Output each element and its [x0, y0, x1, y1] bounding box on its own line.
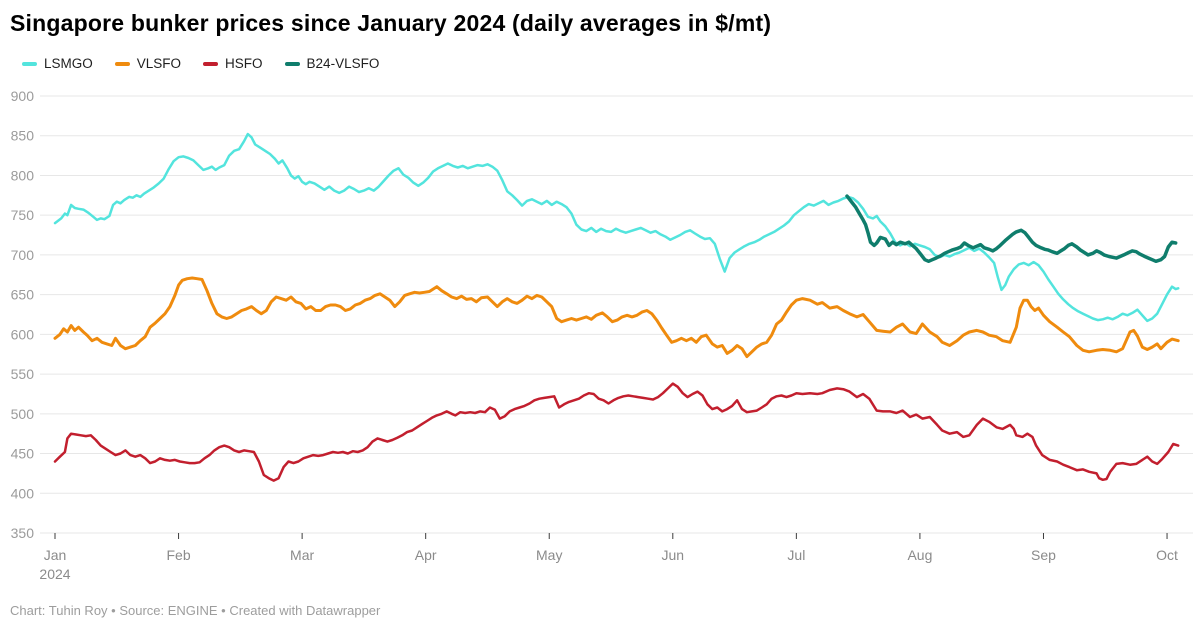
- chart-title: Singapore bunker prices since January 20…: [10, 10, 772, 36]
- x-axis-label-Mar: Mar: [290, 547, 314, 563]
- x-axis-year-label: 2024: [39, 566, 70, 582]
- vlsfo-line-swatch-icon: [114, 61, 130, 66]
- legend-item-lsmgo: LSMGO: [22, 56, 93, 71]
- x-axis-label-Feb: Feb: [166, 547, 190, 563]
- legend-label-lsmgo: LSMGO: [44, 56, 93, 71]
- x-axis-label-Apr: Apr: [415, 547, 437, 563]
- hsfo-line-swatch-icon: [203, 61, 219, 66]
- legend-label-vlsfo: VLSFO: [136, 56, 182, 71]
- legend-item-b24-vlsfo: B24-VLSFO: [284, 56, 380, 71]
- x-axis-label-Aug: Aug: [907, 547, 932, 563]
- y-axis-label-350: 350: [11, 525, 35, 541]
- legend: LSMGO VLSFO HSFO B24-VLSFO: [22, 56, 379, 71]
- x-axis-label-Jun: Jun: [662, 547, 685, 563]
- b24-vlsfo-line-swatch-icon: [284, 61, 300, 66]
- x-axis-label-May: May: [536, 547, 562, 563]
- legend-item-vlsfo: VLSFO: [114, 56, 182, 71]
- series-line-vlsfo: [53, 276, 1180, 359]
- series-line-lsmgo: [53, 132, 1180, 323]
- y-axis-label-450: 450: [11, 446, 35, 462]
- lsmgo-line-swatch-icon: [22, 61, 37, 66]
- y-axis-label-500: 500: [11, 406, 35, 422]
- y-axis-label-850: 850: [11, 128, 35, 144]
- y-axis-label-650: 650: [11, 287, 35, 303]
- y-axis-label-900: 900: [11, 88, 35, 104]
- series-line-hsfo: [53, 382, 1180, 482]
- legend-label-hsfo: HSFO: [225, 56, 263, 71]
- legend-label-b24-vlsfo: B24-VLSFO: [306, 56, 380, 71]
- x-axis-label-Jul: Jul: [787, 547, 805, 563]
- x-axis-label-Oct: Oct: [1156, 547, 1178, 563]
- x-axis-label-Jan: Jan: [44, 547, 67, 563]
- y-axis-label-600: 600: [11, 326, 35, 342]
- x-axis-label-Sep: Sep: [1031, 547, 1056, 563]
- y-axis-label-800: 800: [11, 167, 35, 183]
- attribution-footer: Chart: Tuhin Roy • Source: ENGINE • Crea…: [10, 603, 381, 618]
- y-axis-label-700: 700: [11, 247, 35, 263]
- y-axis-label-550: 550: [11, 366, 35, 382]
- legend-item-hsfo: HSFO: [203, 56, 263, 71]
- y-axis-label-750: 750: [11, 207, 35, 223]
- y-axis-label-400: 400: [11, 485, 35, 501]
- series-line-b24-vlsfo: [845, 194, 1178, 264]
